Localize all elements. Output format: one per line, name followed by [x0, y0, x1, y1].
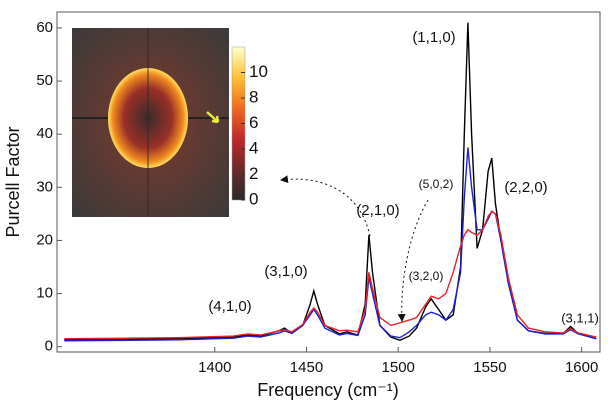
annotation: (3,1,1): [561, 310, 599, 325]
y-tick-label: 0: [45, 338, 53, 355]
y-tick-label: 40: [36, 125, 53, 142]
y-tick-label: 60: [36, 19, 53, 36]
annotation: (2,1,0): [356, 202, 399, 219]
x-axis-label: Frequency (cm⁻¹): [257, 380, 399, 400]
x-tick-label: 1550: [473, 359, 506, 376]
colorbar-tick-label: 10: [249, 62, 268, 81]
colorbar-tick-label: 6: [249, 113, 258, 132]
y-tick-label: 20: [36, 231, 53, 248]
colorbar-tick-label: 8: [249, 87, 258, 106]
x-tick-label: 1600: [565, 359, 598, 376]
annotation: (3,2,0): [409, 269, 444, 283]
plot-frame: [56, 11, 601, 353]
inset-heatmap: [72, 28, 246, 217]
colorbar-tick-label: 4: [249, 138, 258, 157]
x-tick-label: 1450: [290, 359, 323, 376]
y-tick-label: 30: [36, 178, 53, 195]
arrow: [397, 199, 429, 322]
annotation: (2,2,0): [504, 179, 547, 196]
series-line: [64, 147, 597, 342]
colorbar-tick-label: 2: [249, 164, 258, 183]
annotation: (5,0,2): [419, 177, 454, 191]
y-tick-label: 10: [36, 285, 53, 302]
colorbar-tick-label: 0: [249, 189, 258, 208]
annotation: (3,1,0): [264, 263, 307, 280]
y-tick-label: 50: [36, 72, 53, 89]
annotation: (1,1,0): [412, 29, 455, 46]
y-axis-label: Purcell Factor: [3, 126, 23, 237]
series-line: [64, 210, 597, 340]
x-tick-label: 1400: [198, 359, 231, 376]
annotation: (4,1,0): [208, 298, 251, 315]
x-tick-label: 1500: [382, 359, 415, 376]
